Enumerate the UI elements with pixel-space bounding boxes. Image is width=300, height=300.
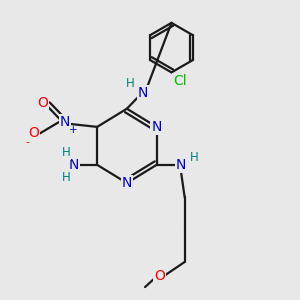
Text: N: N (137, 86, 148, 100)
Text: O: O (154, 269, 165, 284)
Text: N: N (68, 158, 79, 172)
Text: N: N (60, 115, 70, 129)
Text: N: N (152, 120, 162, 134)
Text: H: H (61, 146, 70, 159)
Text: O: O (37, 96, 48, 110)
Text: N: N (122, 176, 132, 190)
Text: H: H (190, 151, 199, 164)
Text: H: H (61, 171, 70, 184)
Text: H: H (126, 77, 135, 91)
Text: N: N (176, 158, 186, 172)
Text: -: - (26, 137, 30, 147)
Text: O: O (28, 127, 39, 140)
Text: +: + (69, 125, 78, 135)
Text: Cl: Cl (173, 74, 187, 88)
